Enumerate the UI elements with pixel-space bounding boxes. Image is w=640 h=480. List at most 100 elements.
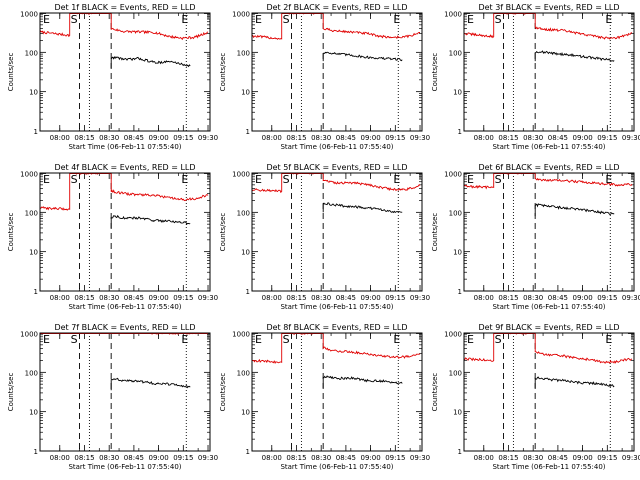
x-tick-label: 09:15	[173, 134, 193, 142]
x-tick-label: 09:15	[385, 294, 405, 302]
x-tick-label: 08:00	[474, 134, 494, 142]
y-tick-label: 1000	[444, 331, 462, 339]
y-tick-label: 1	[246, 288, 250, 296]
y-tick-label: 1000	[20, 11, 38, 19]
x-tick-label: 08:45	[336, 134, 356, 142]
event-marker-label: E	[393, 13, 400, 26]
chart-title: Det 9f BLACK = Events, RED = LLD	[478, 323, 619, 332]
x-tick-label: 08:30	[523, 294, 543, 302]
x-tick-label: 08:30	[523, 454, 543, 462]
x-tick-label: 09:00	[149, 134, 169, 142]
x-tick-label: 08:15	[498, 454, 518, 462]
event-marker-label: E	[605, 173, 612, 186]
x-tick-label: 08:45	[124, 454, 144, 462]
x-tick-label: 08:00	[262, 454, 282, 462]
x-tick-label: 08:45	[548, 294, 568, 302]
y-tick-label: 1	[458, 288, 462, 296]
plot-frame	[463, 12, 635, 132]
x-tick-label: 08:45	[548, 134, 568, 142]
chart-panel: Det 3f BLACK = Events, RED = LLD Counts/s…	[431, 3, 640, 151]
x-tick-label: 09:30	[410, 134, 430, 142]
x-tick-label: 08:45	[548, 454, 568, 462]
x-tick-label: 08:15	[74, 454, 94, 462]
x-tick-label: 09:00	[573, 454, 593, 462]
y-axis-label: Counts/sec	[7, 53, 15, 92]
x-tick-label: 09:00	[573, 294, 593, 302]
x-axis-label: Start Time (06-Feb-11 07:55:40)	[280, 143, 393, 151]
x-tick-label: 09:15	[597, 454, 617, 462]
x-tick-label: 08:30	[99, 294, 119, 302]
series-line	[39, 172, 209, 211]
y-tick-label: 100	[25, 49, 38, 57]
plot-frame	[39, 172, 211, 292]
plot-frame	[463, 332, 635, 452]
chart-title: Det 2f BLACK = Events, RED = LLD	[266, 3, 407, 12]
x-tick-label: 09:00	[573, 134, 593, 142]
y-tick-label: 10	[241, 409, 250, 417]
series-line	[534, 50, 615, 62]
x-tick-label: 09:15	[173, 294, 193, 302]
y-tick-label: 10	[453, 249, 462, 257]
y-tick-label: 10	[29, 409, 38, 417]
event-marker-label: E	[255, 13, 262, 26]
y-tick-label: 10	[453, 409, 462, 417]
x-tick-label: 09:00	[361, 134, 381, 142]
y-axis-label: Counts/sec	[219, 373, 227, 412]
plot-frame	[463, 172, 635, 292]
chart-panel: Det 7f BLACK = Events, RED = LLD Counts/s…	[7, 323, 218, 471]
series-line	[534, 376, 615, 388]
chart-panel: Det 5f BLACK = Events, RED = LLD Counts/s…	[219, 163, 430, 311]
y-tick-label: 1000	[232, 331, 250, 339]
y-tick-label: 100	[237, 209, 250, 217]
chart-panel: Det 4f BLACK = Events, RED = LLD Counts/s…	[7, 163, 218, 311]
y-tick-label: 10	[241, 89, 250, 97]
chart-panel: Det 1f BLACK = Events, RED = LLD Counts/s…	[7, 3, 218, 151]
chart-title: Det 5f BLACK = Events, RED = LLD	[266, 163, 407, 172]
x-tick-label: 08:45	[124, 294, 144, 302]
x-axis-label: Start Time (06-Feb-11 07:55:40)	[492, 463, 605, 471]
series-line	[252, 332, 421, 364]
chart-title: Det 1f BLACK = Events, RED = LLD	[54, 3, 195, 12]
y-tick-label: 100	[237, 49, 250, 57]
x-tick-label: 09:00	[361, 454, 381, 462]
series-line	[463, 333, 633, 365]
chart-title: Det 6f BLACK = Events, RED = LLD	[478, 163, 619, 172]
x-tick-label: 08:30	[311, 454, 331, 462]
chart-panel: Det 6f BLACK = Events, RED = LLD Counts/s…	[431, 163, 640, 311]
y-tick-label: 1	[34, 448, 38, 456]
event-marker-label: E	[467, 333, 474, 346]
event-marker-label: E	[181, 13, 188, 26]
x-tick-label: 09:15	[385, 454, 405, 462]
x-tick-label: 08:15	[286, 134, 306, 142]
x-axis-label: Start Time (06-Feb-11 07:55:40)	[280, 303, 393, 311]
y-tick-label: 1000	[232, 171, 250, 179]
event-marker-label: S	[283, 173, 290, 186]
event-marker-label: E	[43, 333, 50, 346]
y-axis-label: Counts/sec	[219, 213, 227, 252]
y-tick-label: 100	[449, 49, 462, 57]
x-tick-label: 08:15	[498, 134, 518, 142]
event-marker-label: S	[71, 13, 78, 26]
x-tick-label: 08:00	[50, 294, 70, 302]
y-tick-label: 1	[458, 448, 462, 456]
x-axis-label: Start Time (06-Feb-11 07:55:40)	[492, 143, 605, 151]
x-tick-label: 09:30	[622, 134, 640, 142]
plot-frame	[39, 332, 211, 452]
plot-frame	[251, 332, 423, 452]
y-tick-label: 100	[237, 369, 250, 377]
x-tick-label: 09:30	[410, 294, 430, 302]
x-tick-label: 09:30	[622, 454, 640, 462]
y-tick-label: 10	[29, 249, 38, 257]
series-line	[110, 56, 191, 68]
y-tick-label: 10	[241, 249, 250, 257]
x-tick-label: 08:15	[74, 134, 94, 142]
chart-panel: Det 9f BLACK = Events, RED = LLD Counts/s…	[431, 323, 640, 471]
event-marker-label: E	[181, 333, 188, 346]
series-line	[534, 203, 615, 217]
x-tick-label: 09:00	[149, 294, 169, 302]
event-marker-label: E	[255, 333, 262, 346]
chart-title: Det 7f BLACK = Events, RED = LLD	[54, 323, 195, 332]
y-tick-label: 100	[25, 369, 38, 377]
series-line	[322, 51, 403, 62]
